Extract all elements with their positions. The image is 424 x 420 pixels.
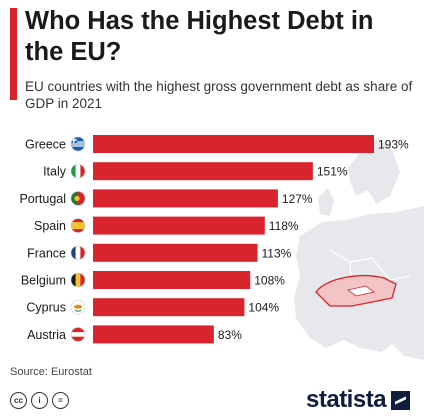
- attribution-icon[interactable]: i: [31, 392, 48, 409]
- value-label-greece: 193%: [378, 138, 409, 152]
- greece-flag-icon: [71, 137, 85, 151]
- finger-detail: [347, 285, 375, 297]
- category-label-portugal: Portugal: [19, 192, 66, 206]
- chart-subtitle: EU countries with the highest gross gove…: [25, 79, 413, 111]
- flag-outline: [70, 136, 86, 152]
- category-label-france: France: [27, 246, 66, 260]
- value-label-belgium: 108%: [254, 274, 285, 288]
- bar-france: [93, 243, 258, 262]
- category-label-greece: Greece: [25, 138, 66, 152]
- license-icons: cc i =: [10, 392, 69, 409]
- spain-flag-icon: [71, 218, 85, 233]
- scandinavia-shape: [348, 138, 400, 204]
- source-note: Source: Eurostat: [10, 366, 92, 378]
- value-label-italy: 151%: [317, 165, 348, 179]
- category-label-spain: Spain: [34, 219, 66, 233]
- flag-outline: [70, 299, 86, 315]
- value-label-spain: 118%: [269, 219, 299, 233]
- value-label-france: 113%: [262, 246, 292, 260]
- title-accent-bar: [10, 8, 17, 100]
- bar-belgium: [93, 271, 251, 289]
- flag-outline: [70, 245, 86, 261]
- category-label-cyprus: Cyprus: [26, 301, 66, 315]
- flag-outline: [70, 272, 86, 288]
- statista-mark-icon: [391, 390, 411, 410]
- uk-shape: [318, 188, 334, 216]
- bar-cyprus: [93, 298, 245, 317]
- flag-outline: [70, 218, 86, 233]
- bar-greece: [93, 135, 374, 153]
- cyprus-flag-icon: [71, 300, 85, 315]
- category-label-belgium: Belgium: [21, 274, 66, 288]
- france-flag-icon: [71, 245, 85, 260]
- value-label-cyprus: 104%: [248, 301, 279, 315]
- austria-flag-icon: [71, 327, 85, 342]
- value-label-portugal: 127%: [282, 192, 313, 206]
- bar-portugal: [93, 189, 278, 208]
- flag-outline: [70, 327, 86, 342]
- category-label-italy: Italy: [43, 165, 67, 179]
- portugal-flag-icon: [71, 191, 85, 206]
- brand-name: statista: [306, 386, 387, 413]
- statista-logo[interactable]: statista: [306, 386, 411, 414]
- flag-outline: [70, 191, 86, 206]
- flag-outline: [70, 163, 86, 179]
- category-label-austria: Austria: [27, 328, 66, 342]
- bar-austria: [93, 325, 214, 344]
- bar-spain: [93, 216, 265, 235]
- cc-icon[interactable]: cc: [10, 392, 27, 409]
- chart-title: Who Has the Highest Debt in the EU?: [25, 7, 374, 66]
- value-label-austria: 83%: [218, 328, 242, 342]
- no-derivatives-icon[interactable]: =: [52, 392, 69, 409]
- italy-flag-icon: [71, 164, 85, 179]
- bar-italy: [93, 162, 313, 181]
- belgium-flag-icon: [71, 273, 85, 287]
